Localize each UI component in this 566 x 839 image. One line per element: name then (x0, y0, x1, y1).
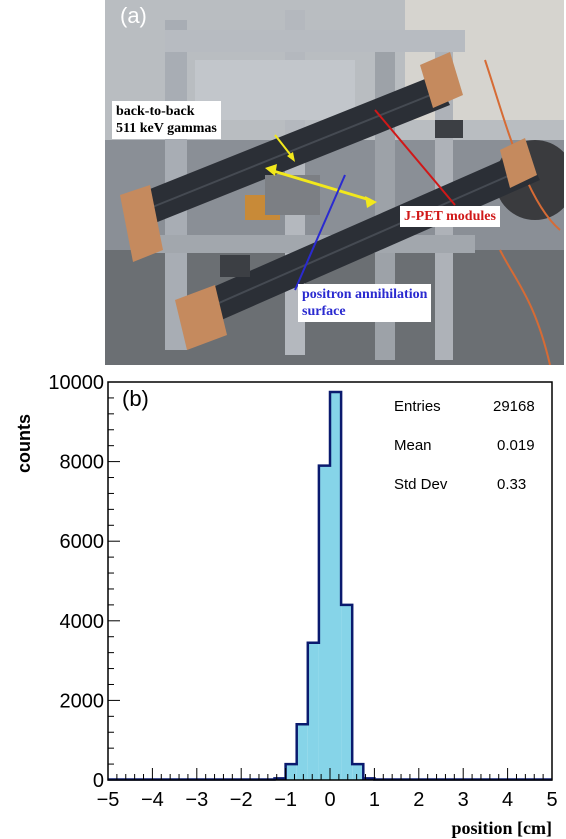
x-tick-label: 5 (546, 789, 557, 811)
panel-a-label: (a) (120, 3, 147, 29)
y-axis-label: counts (14, 414, 34, 473)
x-tick-label: −3 (185, 789, 208, 811)
x-tick-label: 0 (324, 789, 335, 811)
stats-entries-value: 29168 (493, 398, 535, 415)
x-tick-label: −4 (141, 789, 164, 811)
histogram-bar (352, 764, 363, 780)
gammas-annotation-line1: back-to-back (116, 103, 217, 120)
surface-annotation: positron annihilation surface (298, 284, 431, 322)
y-axis-ticks: 0 2000 4000 6000 8000 10000 (48, 372, 120, 792)
stats-mean-value: 0.019 (497, 437, 535, 454)
stats-entries-label: Entries (394, 398, 441, 415)
x-tick-label: −2 (230, 789, 253, 811)
gammas-annotation: back-to-back 511 keV gammas (112, 101, 221, 139)
x-tick-label: 2 (413, 789, 424, 811)
x-tick-label: −5 (97, 789, 120, 811)
histogram-bar (330, 392, 341, 780)
y-tick-label: 6000 (60, 531, 105, 553)
y-tick-label: 4000 (60, 611, 105, 633)
histogram-bar (319, 466, 330, 780)
x-tick-label: −1 (274, 789, 297, 811)
surface-annotation-line1: positron annihilation (302, 286, 427, 303)
modules-annotation: J-PET modules (400, 206, 500, 227)
panel-b-label: (b) (122, 386, 149, 412)
stats-std-value: 0.33 (497, 476, 526, 493)
histogram-bar (286, 764, 297, 780)
x-tick-label: 3 (458, 789, 469, 811)
y-tick-label: 8000 (60, 452, 105, 474)
histogram-bar (308, 643, 319, 780)
y-tick-label: 10000 (48, 372, 104, 394)
position-histogram: −5 −4 −3 −2 −1 0 1 2 3 4 5 0200040006000800010000 … (0, 369, 566, 839)
histogram-bars (108, 392, 552, 780)
histogram-bar (297, 724, 308, 780)
histogram-bar (341, 605, 352, 780)
surface-annotation-line2: surface (302, 303, 427, 320)
x-tick-label: 1 (369, 789, 380, 811)
stats-mean-label: Mean (394, 437, 432, 454)
y-tick-label: 0 (93, 770, 104, 792)
x-tick-label: 4 (502, 789, 513, 811)
gammas-annotation-line2: 511 keV gammas (116, 120, 217, 137)
y-tick-label: 2000 (60, 690, 105, 712)
x-axis-label: position [cm] (452, 818, 553, 838)
stats-std-label: Std Dev (394, 476, 447, 493)
